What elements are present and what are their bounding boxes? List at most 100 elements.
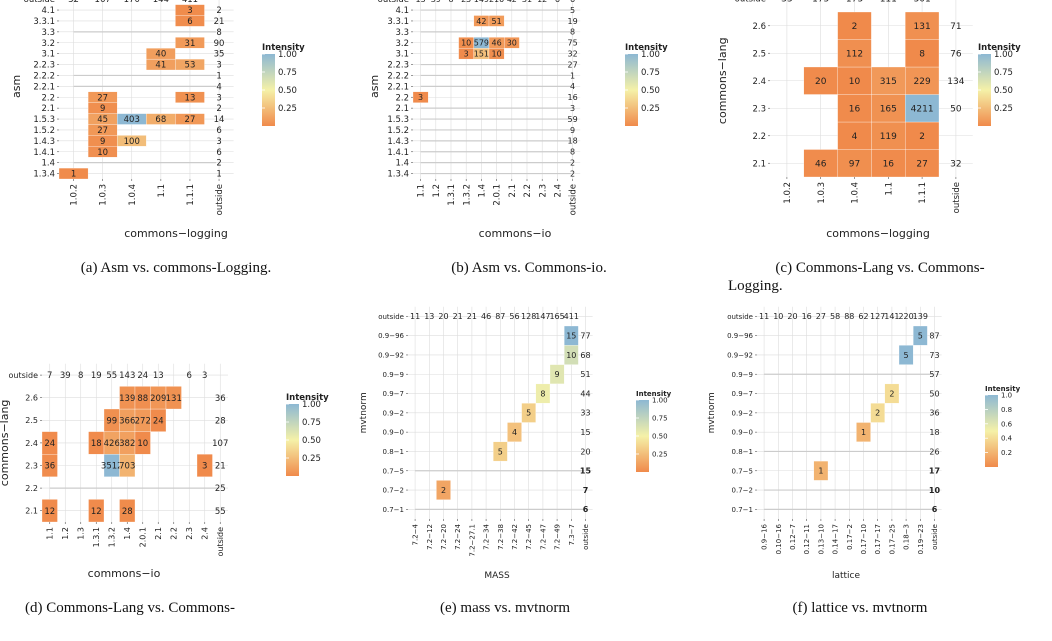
cell-label: 10 [849,77,861,87]
y-tick-label: 0.9−9 [383,371,404,379]
cell-label: 46 [492,39,502,48]
legend-tick-label: 0.50 [994,86,1013,96]
legend-tick-label: 0.75 [652,415,668,423]
legend-tick-label: 0.6 [1001,420,1013,428]
right-total-label: 134 [947,77,964,87]
x-tick-label: 1.1 [157,184,167,198]
y-tick-label: 2.2 [25,484,38,493]
legend-title: Intensity [978,43,1021,53]
x-tick-label: 1.0.4 [851,182,861,204]
y-tick-label: 1.5.2 [387,126,409,136]
y-tick-label: 2.1 [395,104,409,114]
x-tick-label: 7.2−38 [497,524,505,550]
cell-label: 403 [124,115,140,125]
top-total-label: 175 [812,0,829,4]
y-tick-label: outside [727,313,753,321]
x-tick-label: 1.0.3 [817,182,827,204]
right-total-label: 17 [929,467,940,476]
x-tick-label: outside [215,184,225,215]
cell-label: 18 [91,439,102,449]
cell-label: 1 [71,170,76,180]
legend-tick-label: 0.25 [278,104,297,114]
cell-label: 2 [875,409,880,418]
heatmap-cell [837,66,872,95]
top-total-label: 20 [438,312,448,321]
top-total-label: 128 [521,312,536,321]
y-tick-label: 2.2.2 [387,72,409,82]
x-tick-label: 1.2 [432,184,442,198]
figure-caption-line: (d) Commons-Lang vs. Commons- [25,600,235,616]
right-total-label: 90 [214,39,225,49]
cell-label: 3 [418,93,423,102]
x-axis-title: commons−logging [124,227,228,240]
legend-tick-label: 0.75 [278,68,297,78]
right-total-label: 15 [580,467,592,476]
cell-label: 42 [476,17,486,26]
cell-label: 131 [914,22,931,32]
heatmap-cell [913,325,928,346]
cell-label: 12 [44,507,55,517]
right-total-label: 77 [580,332,590,341]
y-tick-label: 1.5.2 [33,126,55,136]
cell-label: 51 [492,17,502,26]
cell-label: 27 [97,93,108,103]
right-total-label: 10 [929,486,941,495]
x-tick-label: 1.3.1 [447,184,457,206]
top-total-label: 411 [564,312,579,321]
x-tick-label: 7.2−42 [511,524,519,550]
heatmap-cell [175,4,205,16]
figure-caption: (f) lattice vs. mvtnorm [793,600,928,616]
cell-label: 5 [918,332,923,341]
x-tick-label: 7.2−27.1 [468,524,476,557]
y-tick-label: 2.6 [752,22,766,32]
cell-label: 10 [566,351,576,360]
right-total-label: 3 [216,93,221,103]
right-total-label: 6 [216,126,221,136]
y-tick-label: 1.3.4 [387,170,409,180]
top-total-label: 411 [182,0,198,5]
x-tick-label: outside [931,524,939,550]
x-tick-label: 7.2−20 [440,524,448,550]
heatmap-cell [905,149,940,178]
right-total-label: 9 [570,126,575,135]
top-total-label: 56 [509,312,519,321]
heatmap-cell [905,39,940,68]
legend-colorbar [978,54,991,126]
heatmap-cell [87,91,118,103]
heatmap-cell [871,149,906,178]
right-total-label: 14 [214,115,225,125]
right-total-label: 15 [580,428,590,437]
top-total-label: 24 [137,371,148,381]
cell-label: 16 [849,104,861,114]
cell-label: 119 [880,132,897,142]
heatmap-cell [871,66,906,95]
legend-tick-label: 0.50 [641,86,660,96]
cell-label: 8 [540,389,545,398]
right-total-label: 16 [568,93,578,102]
legend-tick-label: 1.00 [641,50,660,60]
x-tick-label: 1.4 [123,527,132,540]
right-total-label: 35 [214,50,225,60]
figure-caption: (e) mass vs. mvtnorm [440,600,570,616]
x-tick-label: 1.1 [46,527,55,540]
heatmap-cell [507,422,522,442]
top-total-label: 220 [898,312,913,321]
x-tick-label: 0.14−17 [832,524,840,554]
right-total-label: 21 [215,462,226,472]
heatmap-cell [856,422,871,442]
cell-label: 24 [44,439,55,449]
y-tick-label: 0.9−7 [732,390,753,398]
y-tick-label: 0.9−2 [383,409,404,417]
top-total-label: 21 [453,312,463,321]
y-tick-label: 0.9−2 [732,409,753,417]
legend-tick-label: 0.25 [994,104,1013,114]
y-tick-label: 0.8−1 [732,448,753,456]
heatmap-cell [175,113,205,125]
right-total-label: 18 [568,137,578,146]
y-axis-title: mvtnorm [707,392,717,433]
top-total-label: 10 [773,312,783,321]
x-tick-label: 1.0.2 [70,184,80,206]
